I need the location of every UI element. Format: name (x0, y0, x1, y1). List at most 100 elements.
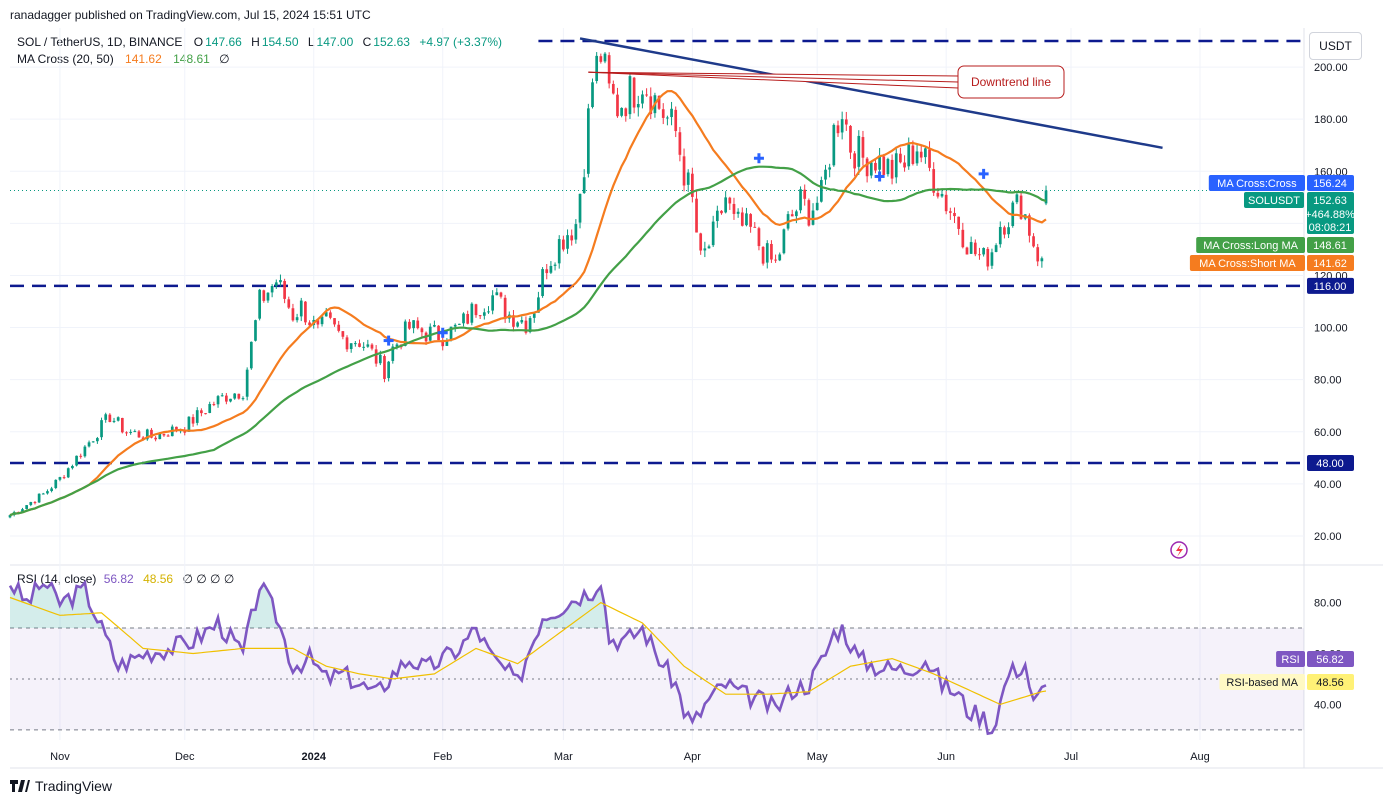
candle-body (383, 356, 386, 379)
rsi-label-name: RSI (1281, 654, 1299, 666)
candle-body (46, 491, 49, 494)
candle-body (516, 322, 519, 327)
price-label-value-tag (1307, 237, 1354, 253)
candle-body (611, 83, 615, 94)
candle-body (778, 254, 782, 261)
candle-body (678, 132, 682, 155)
candle-body (50, 488, 53, 492)
candle-body (641, 94, 644, 104)
candle-body (220, 395, 224, 397)
rsi-ma-line (9, 596, 1047, 706)
candle-body (445, 341, 449, 346)
currency-button[interactable]: USDT (1309, 32, 1362, 60)
candle-body (453, 324, 457, 327)
candle-body (1040, 258, 1044, 262)
price-tick-label: 40.00 (1314, 479, 1342, 491)
candle-body (582, 177, 586, 194)
tradingview-logo[interactable]: TradingView (10, 778, 112, 794)
candle-body (557, 239, 561, 264)
candle-body (395, 344, 399, 347)
candle-body (928, 149, 931, 168)
price-label-value: 148.61 (1313, 240, 1347, 252)
candle-body (911, 145, 915, 164)
candle-body (940, 193, 944, 197)
candle-body (204, 413, 207, 415)
rsi-overbought-fill (10, 582, 1047, 629)
candle-body (774, 259, 777, 261)
candle-body (37, 493, 41, 503)
time-tick-label: Apr (684, 751, 701, 763)
candle-body (16, 512, 20, 514)
rsi-legend[interactable]: RSI (14, close) 56.82 48.56 ∅ ∅ ∅ ∅ (17, 572, 236, 586)
candle-body (349, 343, 353, 350)
candle-body (21, 509, 24, 513)
candle-body (632, 77, 636, 108)
candle-body (1036, 247, 1040, 262)
candle-body (254, 320, 257, 341)
candle-body (33, 502, 37, 504)
time-tick-label: Mar (554, 751, 573, 763)
candle-body (674, 109, 678, 132)
candle-body (166, 435, 170, 437)
candle-body (79, 455, 83, 457)
price-label-name-tag (1196, 237, 1305, 253)
candle-body (482, 312, 486, 316)
candle-body (175, 426, 178, 432)
candle-body (424, 332, 428, 342)
candle-body (66, 468, 70, 478)
candle-body (828, 167, 832, 170)
candle-body (12, 512, 16, 516)
candle-body (715, 210, 719, 222)
candle-body (736, 211, 740, 214)
candle-body (129, 431, 133, 433)
candle-body (815, 202, 819, 211)
candle-body (1003, 227, 1006, 235)
price-tick-label: 60.00 (1314, 427, 1342, 439)
candle-body (869, 162, 873, 176)
ma-legend[interactable]: MA Cross (20, 50) 141.62 148.61 ∅ (17, 52, 232, 66)
candle-body (320, 316, 324, 325)
candle-body (1019, 195, 1023, 219)
candle-body (141, 437, 145, 440)
candle-body (645, 94, 648, 96)
candle-body (295, 317, 299, 321)
candle-body (507, 314, 511, 319)
candle-body (120, 417, 124, 433)
candle-body (686, 172, 690, 185)
candle-body (724, 197, 728, 213)
candle-body (374, 349, 378, 364)
candle-body (653, 95, 657, 114)
candle-body (874, 162, 877, 171)
price-label-name: MA Cross:Cross (1217, 178, 1297, 190)
candle-body (216, 396, 220, 405)
candle-body (91, 441, 95, 443)
candle-body (458, 323, 461, 325)
candle-body (666, 117, 669, 119)
last-price-tag (1307, 192, 1354, 234)
symbol-legend: SOL / TetherUS, 1D, BINANCE O 147.66 H 154… (17, 35, 504, 49)
candle-body (607, 55, 611, 84)
time-tick-label: Dec (175, 751, 195, 763)
alert-bolt-glyph (1176, 544, 1183, 557)
candle-body (437, 325, 440, 341)
candle-body (133, 431, 137, 433)
candle-body (849, 125, 852, 153)
candle-body (304, 301, 307, 323)
rsi-label-name-tag (1219, 674, 1305, 690)
candle-body (603, 53, 607, 62)
candle-body (616, 94, 619, 117)
candle-body (1044, 190, 1048, 204)
candle-body (262, 290, 266, 301)
candle-body (894, 153, 898, 178)
close-value: 152.63 (373, 35, 410, 49)
candle-body (811, 210, 815, 225)
candle-body (620, 107, 623, 116)
candle-body (699, 233, 703, 251)
candle-body (661, 109, 665, 118)
close-label: C (362, 35, 372, 49)
candle-body (470, 303, 474, 323)
candle-body (520, 320, 524, 323)
symbol-name[interactable]: SOL / TetherUS, 1D, BINANCE (17, 35, 183, 49)
candle-body (790, 214, 794, 217)
ma-cross-marker (437, 327, 448, 338)
